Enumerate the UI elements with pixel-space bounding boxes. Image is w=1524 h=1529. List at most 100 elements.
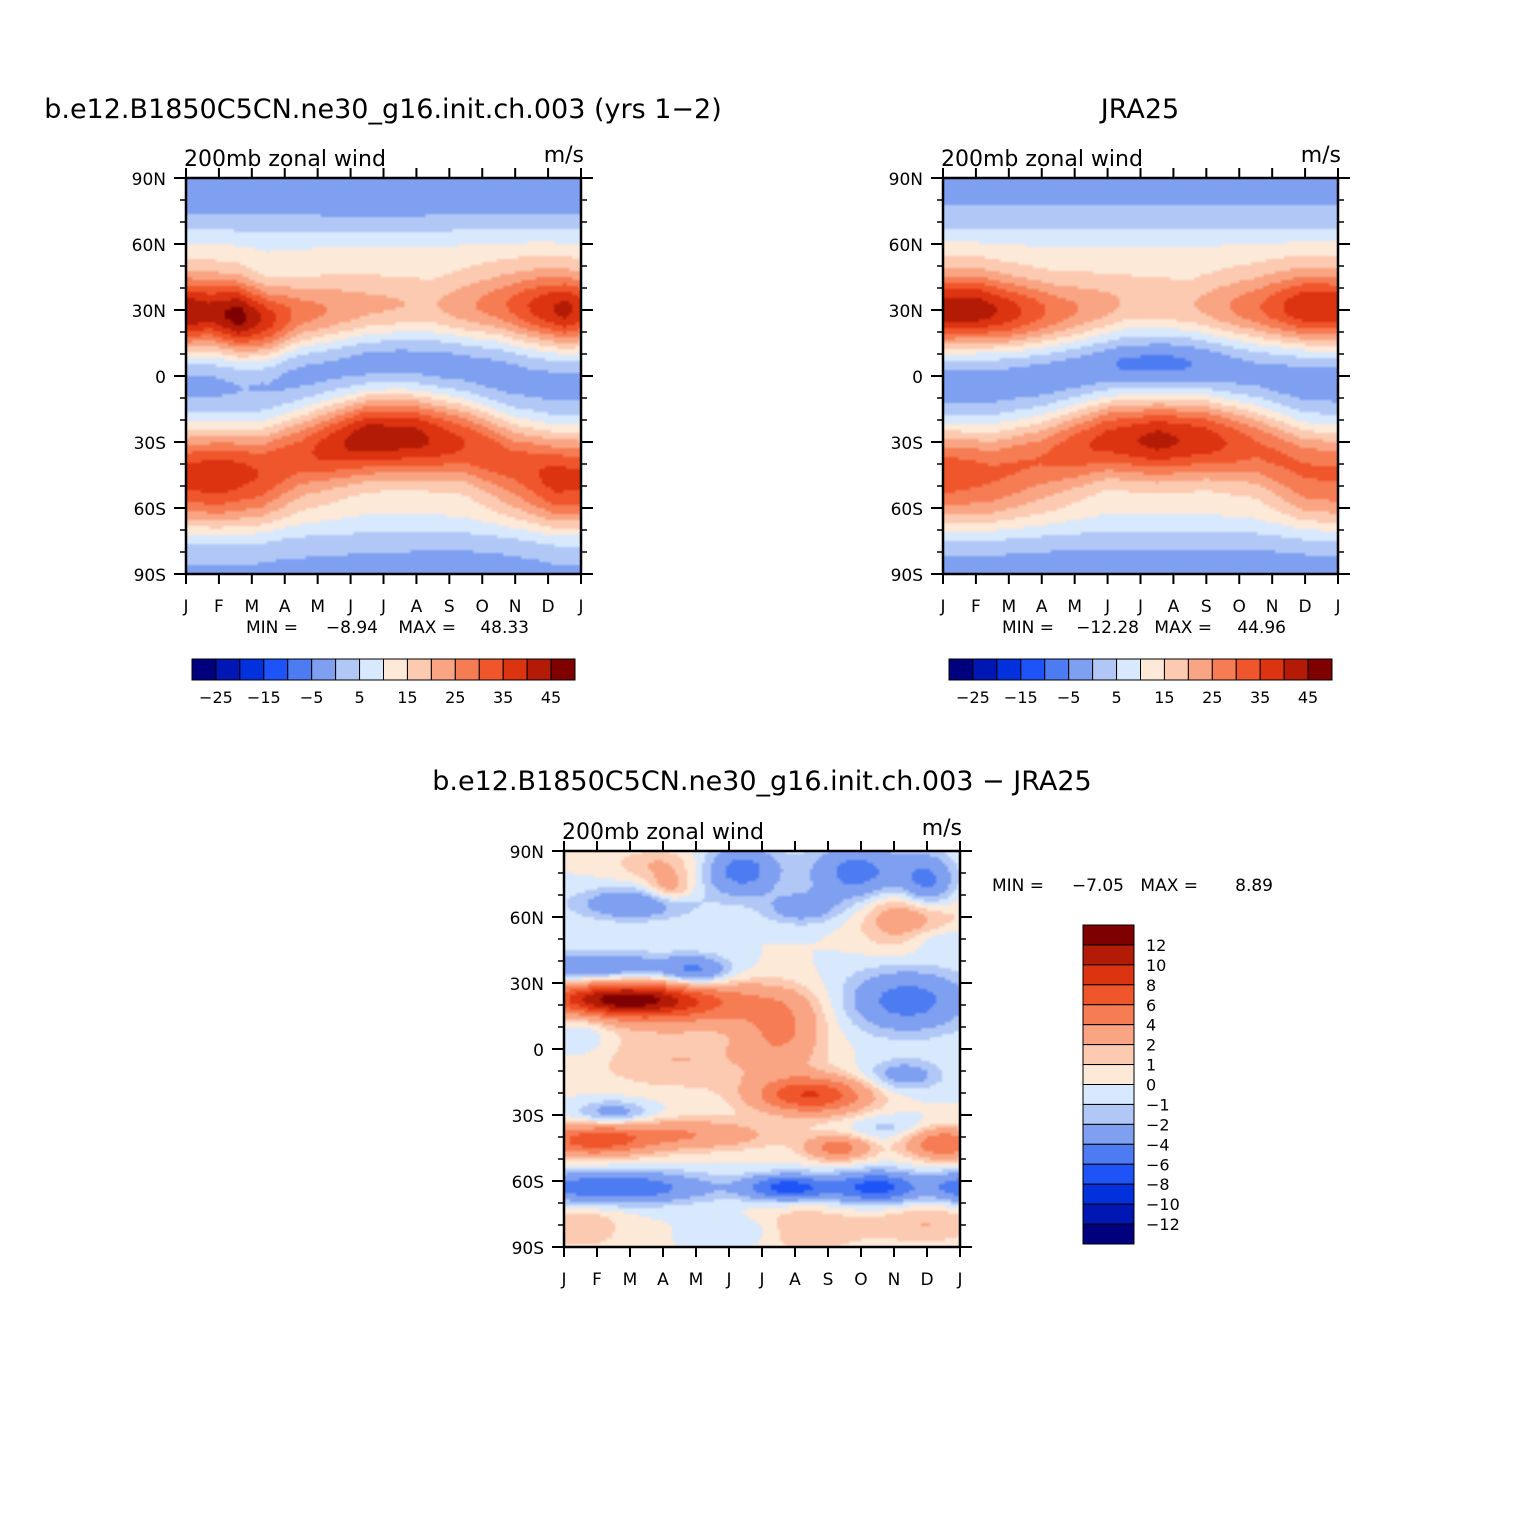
panel-obs-colorbar-box (1235, 658, 1261, 681)
panel-obs-min-label: MIN = (1002, 618, 1054, 638)
panel-diff-xtick-label: J (758, 1270, 764, 1290)
panel-obs-colorbar-box (1044, 658, 1070, 681)
panel-model-colorbar-label: 15 (397, 688, 417, 707)
panel-obs-xtick-label: N (1266, 597, 1279, 617)
panel-model-xtick-label: S (444, 597, 455, 617)
panel-diff-min-label: MIN = (992, 876, 1044, 896)
panel-diff-colorbar-box (1082, 1044, 1135, 1066)
panel-obs-colorbar-label: 15 (1154, 688, 1174, 707)
panel-obs-max-label: MAX = (1154, 618, 1212, 638)
panel-diff-colorbar-box (1082, 1024, 1135, 1046)
panel-model-colorbar-label: −15 (247, 688, 281, 707)
panel-diff-colorbar-box (1082, 1103, 1135, 1125)
panel-model-colorbar-label: 5 (354, 688, 364, 707)
panel-model-xtick-label: J (347, 597, 353, 617)
panel-obs-xtick-label: M (1067, 597, 1082, 617)
panel-model-ytick-label: 30N (132, 302, 166, 322)
panel-diff-xtick-label: S (823, 1270, 834, 1290)
panel-diff-colorbar-box (1082, 984, 1135, 1006)
panel-obs-xtick-label: J (939, 597, 945, 617)
panel-obs-xtick-label: O (1233, 597, 1246, 617)
panel-diff-max-label: MAX = (1140, 876, 1198, 896)
panel-model-max-label: MAX = (398, 618, 456, 638)
panel-diff-colorbar-label: −10 (1146, 1195, 1180, 1214)
panel-obs-colorbar-box (1020, 658, 1046, 681)
panel-diff-max-value: 8.89 (1235, 876, 1273, 896)
panel-obs-colorbar-box (1140, 658, 1165, 681)
panel-obs-colorbar-label: −15 (1004, 688, 1038, 707)
panel-model-colorbar-box (406, 658, 432, 681)
panel-obs-ytick-label: 60N (889, 236, 923, 256)
panel-diff-colorbar-box (1082, 1203, 1135, 1225)
panel-model-colorbar-box (478, 658, 504, 681)
panel-diff-xtick-label: A (657, 1270, 669, 1290)
panel-model-title: b.e12.B1850C5CN.ne30_g16.init.ch.003 (yr… (44, 94, 722, 125)
panel-diff-variable-label: 200mb zonal wind (562, 820, 764, 845)
panel-obs-colorbar-label: 45 (1298, 688, 1318, 707)
panel-model-xtick-label: A (411, 597, 423, 617)
panel-model-ytick-label: 90S (134, 566, 166, 586)
panel-diff-colorbar-label: 10 (1146, 956, 1166, 975)
panel-diff-ytick-label: 90N (510, 843, 544, 863)
panel-obs-ytick-label: 60S (891, 500, 923, 520)
panel-diff-colorbar-label: −4 (1146, 1135, 1170, 1154)
panel-diff: b.e12.B1850C5CN.ne30_g16.init.ch.003 − J… (432, 766, 1273, 1290)
panel-diff-xtick-label: F (592, 1270, 602, 1290)
panel-model-colorbar-box (263, 658, 289, 681)
panel-diff-colorbar-box (1082, 944, 1135, 966)
panel-model-colorbar-label: 25 (445, 688, 465, 707)
panel-model-colorbar-box (526, 658, 552, 681)
panel-model-xtick-label: M (244, 597, 259, 617)
panel-obs-ytick-label: 30S (891, 434, 923, 454)
panel-diff-colorbar-box (1082, 964, 1135, 986)
panel-diff-ytick-label: 60S (512, 1173, 544, 1193)
panel-obs-colorbar-box (1116, 658, 1141, 681)
panel-model-ytick-label: 60N (132, 236, 166, 256)
panel-model-colorbar-label: 35 (493, 688, 513, 707)
panel-diff-ytick-label: 30N (510, 975, 544, 995)
panel-obs-xtick-label: J (1104, 597, 1110, 617)
panel-diff-colorbar-label: 4 (1146, 1016, 1156, 1035)
panel-obs-colorbar-box (996, 658, 1022, 681)
panel-model-xtick-label: J (577, 597, 583, 617)
panel-model-xtick-label: O (476, 597, 489, 617)
panel-obs-units-label: m/s (1301, 143, 1341, 168)
panel-obs-colorbar-box (1211, 658, 1237, 681)
panel-diff-xtick-label: M (689, 1270, 704, 1290)
panel-diff-colorbar-box (1082, 1223, 1135, 1245)
panel-model-colorbar-box (430, 658, 456, 681)
panel-obs-colorbar: −25 −15 −5 5 15 25 35 45 (948, 658, 1333, 707)
panel-diff-colorbar-box (1082, 1163, 1135, 1185)
panel-diff-colorbar-box (1082, 924, 1135, 946)
panel-diff-xtick-label: A (789, 1270, 801, 1290)
panel-obs-colorbar-box (1187, 658, 1213, 681)
panel-model-colorbar: −25 −15 −5 5 15 25 35 45 (191, 658, 576, 707)
panel-diff-colorbar-label: 2 (1146, 1036, 1156, 1055)
panel-diff-colorbar-box (1082, 1064, 1135, 1085)
panel-obs-xtick-label: M (1001, 597, 1016, 617)
panel-model-colorbar-box (335, 658, 361, 681)
panel-model-ytick-label: 0 (155, 368, 166, 388)
panel-diff-xtick-label: J (725, 1270, 731, 1290)
panel-model-ytick-label: 90N (132, 170, 166, 190)
panel-diff-colorbar-label: 0 (1146, 1076, 1156, 1095)
panel-diff-colorbar-box (1082, 1084, 1135, 1105)
panel-model-xtick-label: D (542, 597, 555, 617)
panel-diff-xtick-label: O (854, 1270, 867, 1290)
panel-obs-colorbar-box (972, 658, 998, 681)
panel-obs-stats: MIN = −12.28 MAX = 44.96 (1002, 618, 1286, 638)
panel-model-min-label: MIN = (246, 618, 298, 638)
panel-model-colorbar-box (383, 658, 408, 681)
panel-model-colorbar-box (287, 658, 313, 681)
panel-model-variable-label: 200mb zonal wind (184, 147, 386, 172)
panel-diff-colorbar-label: 6 (1146, 996, 1156, 1015)
panel-model: b.e12.B1850C5CN.ne30_g16.init.ch.003 (yr… (44, 94, 722, 707)
panel-diff-colorbar-label: −12 (1146, 1215, 1180, 1234)
panel-diff-colorbar-box (1082, 1123, 1135, 1145)
panel-model-colorbar-box (215, 658, 241, 681)
panel-model-xtick-label: J (182, 597, 188, 617)
